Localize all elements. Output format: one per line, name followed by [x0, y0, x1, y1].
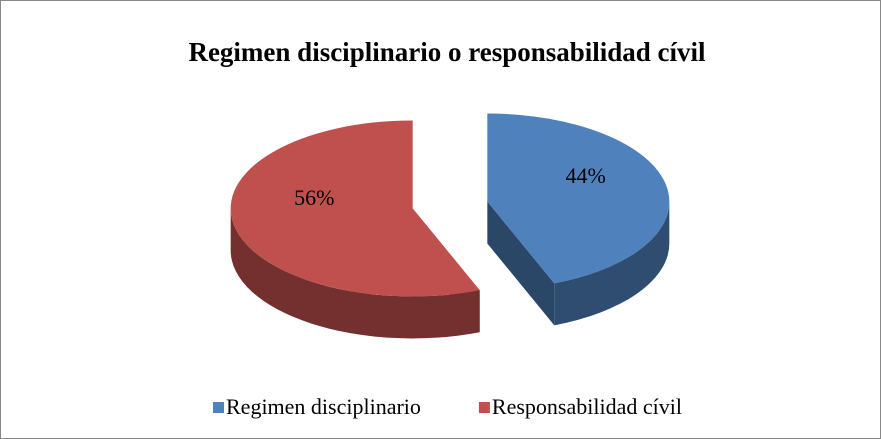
legend-swatch: [478, 402, 490, 413]
legend-swatch: [213, 402, 224, 413]
legend-label: Regimen disciplinario: [226, 394, 421, 419]
legend: Regimen disciplinario Responsabilidad cív…: [213, 394, 682, 419]
slice-cut-face: [487, 201, 555, 326]
data-label: 56%: [294, 185, 334, 210]
slice-side: [554, 201, 670, 326]
chart-title: Regimen disciplinario o responsabilidad …: [188, 37, 706, 67]
slice-side: [230, 208, 480, 339]
data-label: 44%: [565, 163, 605, 188]
slice: [487, 113, 670, 284]
legend-label: Responsabilidad cívil: [492, 394, 682, 419]
pie: 44% 56%: [230, 113, 670, 339]
slice: [230, 120, 480, 297]
